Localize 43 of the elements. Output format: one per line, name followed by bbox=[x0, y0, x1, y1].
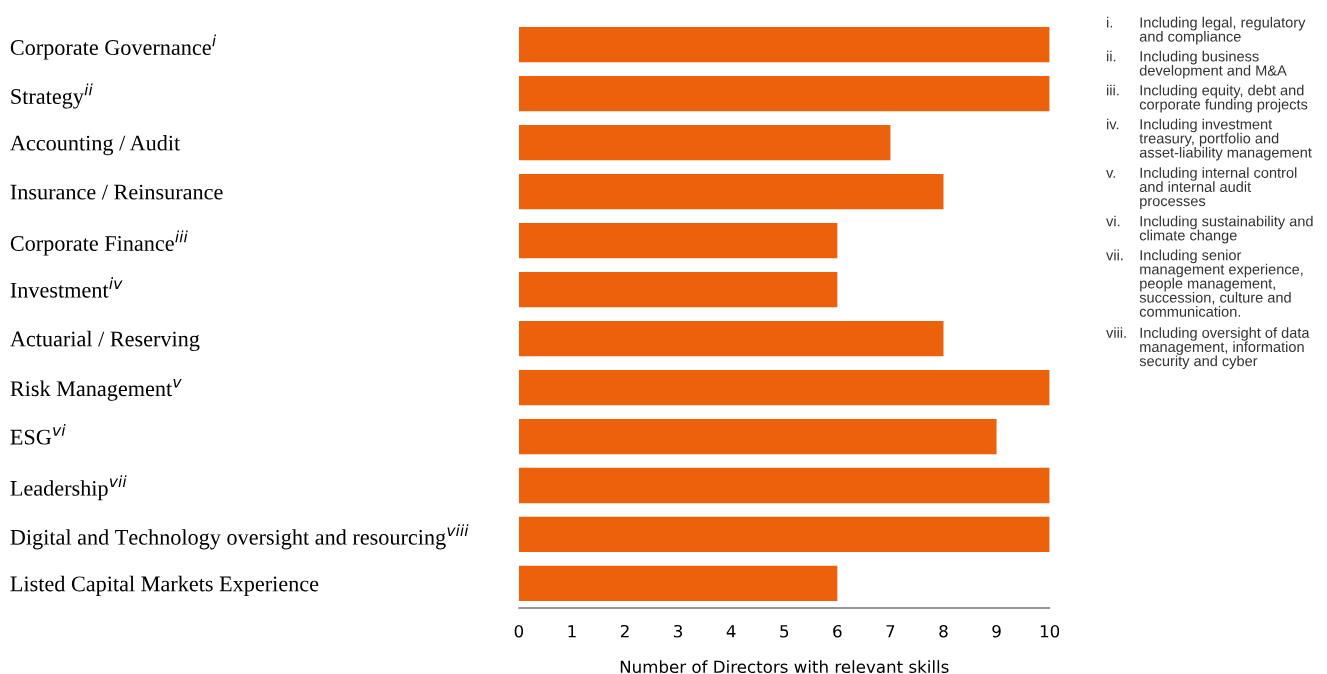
text: vii. Including senior management experience, people management, succession, culture and communication. bbox=[1106, 249, 1303, 317]
bar bbox=[518, 271, 838, 308]
text: vi. Including sustainability and climate change bbox=[1106, 215, 1313, 244]
bar bbox=[518, 516, 1050, 553]
bar bbox=[518, 320, 944, 357]
y-tick-label: Corporate Finance$^{iii}$ bbox=[10, 230, 188, 256]
y-tick-label: Corporate Governance$^{i}$ bbox=[10, 34, 217, 60]
text: ii. Including business development and M&A bbox=[1107, 50, 1287, 79]
y-tick-label: Strategy$^{ii}$ bbox=[11, 83, 93, 109]
x-axis-title: Number of Directors with relevant skills bbox=[620, 660, 949, 674]
bar bbox=[518, 418, 997, 455]
x-tick-label: 9 bbox=[992, 624, 1001, 638]
x-tick-label: 1 bbox=[568, 625, 576, 638]
bar bbox=[518, 565, 838, 602]
x-tick-label: 5 bbox=[780, 625, 789, 638]
x-tick-label: 4 bbox=[726, 625, 736, 638]
y-tick-label: Risk Management$^{v}$ bbox=[10, 378, 182, 401]
text: viii. Including oversight of data management, information security and cyber bbox=[1106, 327, 1310, 370]
x-tick-label: 2 bbox=[620, 624, 629, 638]
bar bbox=[518, 174, 944, 210]
text: i. Including legal, regulatory and compliance bbox=[1107, 16, 1306, 45]
y-tick-label: Digital and Technology oversight and resourcing$^{viii}$ bbox=[10, 524, 469, 550]
y-tick-label: Actuarial / Reserving bbox=[10, 330, 200, 352]
x-tick-label: 6 bbox=[833, 624, 842, 638]
x-tick-label: 3 bbox=[674, 624, 683, 638]
x-tick-label: 8 bbox=[939, 624, 948, 638]
bar bbox=[518, 369, 1050, 406]
y-tick-label: Insurance / Reinsurance bbox=[10, 184, 223, 200]
y-tick-label: Listed Capital Markets Experience bbox=[10, 575, 319, 596]
bar bbox=[518, 222, 838, 259]
text: iv. Including investment treasury, portfolio and asset-liability management bbox=[1107, 118, 1312, 161]
y-tick-label: Investment$^{iv}$ bbox=[10, 277, 123, 298]
y-tick-label: ESG$^{vi}$ bbox=[10, 424, 66, 445]
text: iii. Including equity, debt and corporate funding projects bbox=[1107, 84, 1308, 113]
y-tick-label: Accounting / Audit bbox=[10, 134, 181, 156]
x-tick-label: 0 bbox=[514, 624, 524, 638]
bar bbox=[518, 467, 1050, 504]
x-tick-label: 10 bbox=[1040, 624, 1060, 638]
bar bbox=[518, 27, 1050, 63]
y-tick-label: Leadership$^{vii}$ bbox=[10, 475, 127, 501]
bar bbox=[518, 76, 1050, 112]
x-tick-label: 7 bbox=[886, 625, 895, 638]
bar bbox=[518, 125, 891, 161]
